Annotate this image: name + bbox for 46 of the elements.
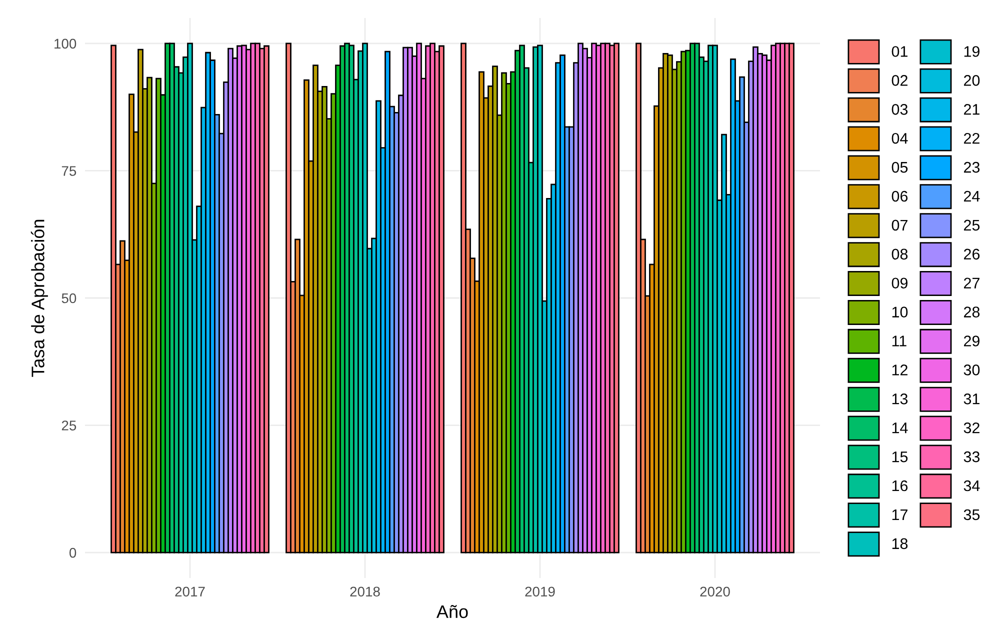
- legend-label: 22: [964, 132, 980, 144]
- legend-label: 30: [964, 364, 980, 376]
- x-tick-label: 2019: [525, 586, 555, 597]
- legend-label: 19: [964, 46, 980, 57]
- legend-label: 32: [964, 422, 980, 434]
- x-tick-label: 2018: [350, 586, 380, 597]
- legend-label: 20: [964, 75, 980, 86]
- legend-label: 14: [892, 422, 908, 434]
- legend-label: 35: [964, 509, 980, 520]
- legend-label: 26: [964, 248, 980, 260]
- legend-label: 02: [892, 75, 908, 86]
- legend-label: 05: [892, 162, 908, 173]
- legend-label: 17: [892, 509, 908, 520]
- legend-label: 04: [892, 132, 908, 144]
- legend-label: 07: [892, 220, 908, 231]
- y-axis-title: Tasa de Aprobación: [30, 220, 48, 377]
- legend-label: 33: [964, 451, 980, 462]
- legend-label: 06: [892, 190, 908, 202]
- legend-label: 25: [964, 220, 980, 231]
- legend-label: 16: [892, 480, 908, 492]
- legend-label: 21: [964, 104, 980, 115]
- legend-label: 18: [892, 538, 908, 550]
- legend-label: 15: [892, 452, 908, 462]
- legend-label: 09: [892, 278, 908, 289]
- legend-label: 03: [892, 104, 908, 115]
- legend-label: 12: [892, 364, 908, 376]
- x-tick-label: 2017: [175, 586, 205, 597]
- legend-label: 23: [964, 162, 980, 173]
- y-tick-label: 75: [62, 166, 76, 176]
- legend-label: 11: [892, 336, 906, 346]
- y-tick-label: 100: [54, 38, 76, 49]
- y-tick-label: 25: [62, 420, 76, 430]
- legend-label: 24: [964, 190, 980, 202]
- legend-label: 01: [892, 46, 908, 57]
- legend-label: 34: [964, 480, 980, 492]
- legend-label: 29: [964, 336, 980, 346]
- y-tick-label: 50: [62, 293, 76, 304]
- legend-label: 08: [892, 248, 908, 260]
- x-tick-label: 2020: [700, 586, 730, 597]
- y-tick-label: 0: [69, 548, 76, 558]
- legend-label: 10: [892, 306, 908, 318]
- x-axis-title: Año: [436, 604, 468, 618]
- legend-label: 28: [964, 306, 980, 318]
- legend-label: 27: [964, 278, 980, 288]
- legend-label: 31: [964, 394, 980, 404]
- legend-label: 13: [892, 394, 908, 404]
